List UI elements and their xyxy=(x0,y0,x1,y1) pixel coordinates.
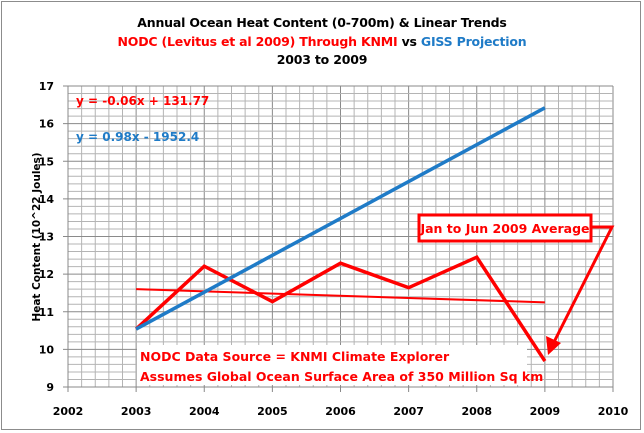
note-line1: NODC Data Source = KNMI Climate Explorer xyxy=(140,349,450,364)
y-tick-label: 10 xyxy=(39,343,55,356)
chart-title-line3: 2003 to 2009 xyxy=(276,52,368,67)
y-tick-label: 16 xyxy=(39,118,55,131)
chart-title-line2: NODC (Levitus et al 2009) Through KNMI v… xyxy=(0,34,644,49)
y-tick-label: 15 xyxy=(39,155,54,168)
series-giss-projection xyxy=(135,106,546,331)
x-tick-label: 2002 xyxy=(53,405,84,418)
x-tick-label: 2008 xyxy=(461,405,492,418)
callout-text: Jan to Jun 2009 Average xyxy=(419,221,589,236)
note-box xyxy=(137,345,527,385)
y-tick-label: 11 xyxy=(39,306,54,319)
x-tick-label: 2003 xyxy=(121,405,152,418)
title-vs: vs xyxy=(397,34,421,49)
x-tick-label: 2005 xyxy=(257,405,288,418)
x-tick-label: 2010 xyxy=(598,405,629,418)
y-tick-label: 14 xyxy=(39,193,55,206)
x-tick-label: 2006 xyxy=(325,405,356,418)
chart-title-line1: Annual Ocean Heat Content (0-700m) & Lin… xyxy=(137,15,507,30)
title-giss: GISS Projection xyxy=(420,34,527,49)
x-tick-label: 2009 xyxy=(530,405,561,418)
x-tick-label: 2007 xyxy=(393,405,424,418)
note-line2: Assumes Global Ocean Surface Area of 350… xyxy=(140,369,543,384)
y-tick-label: 17 xyxy=(39,80,54,93)
series-group xyxy=(134,106,547,362)
axis-ticks: 2002 2003 2004 2005 2006 2007 2008 2009 2010 9 10 1… xyxy=(39,80,629,418)
callout-arrow-line xyxy=(548,225,615,351)
callout-arrow-head xyxy=(546,336,561,355)
title-nodc: NODC (Levitus et al 2009) Through KNMI xyxy=(117,34,398,49)
y-tick-label: 13 xyxy=(39,231,54,244)
y-tick-label: 12 xyxy=(39,268,54,281)
y-axis-label: Heat Content (10^22 Joules) xyxy=(31,152,43,321)
x-tick-label: 2004 xyxy=(189,405,220,418)
eq-giss: y = 0.98x - 1952.4 xyxy=(76,130,199,144)
y-tick-label: 9 xyxy=(46,381,54,394)
eq-nodc: y = -0.06x + 131.77 xyxy=(76,94,209,108)
